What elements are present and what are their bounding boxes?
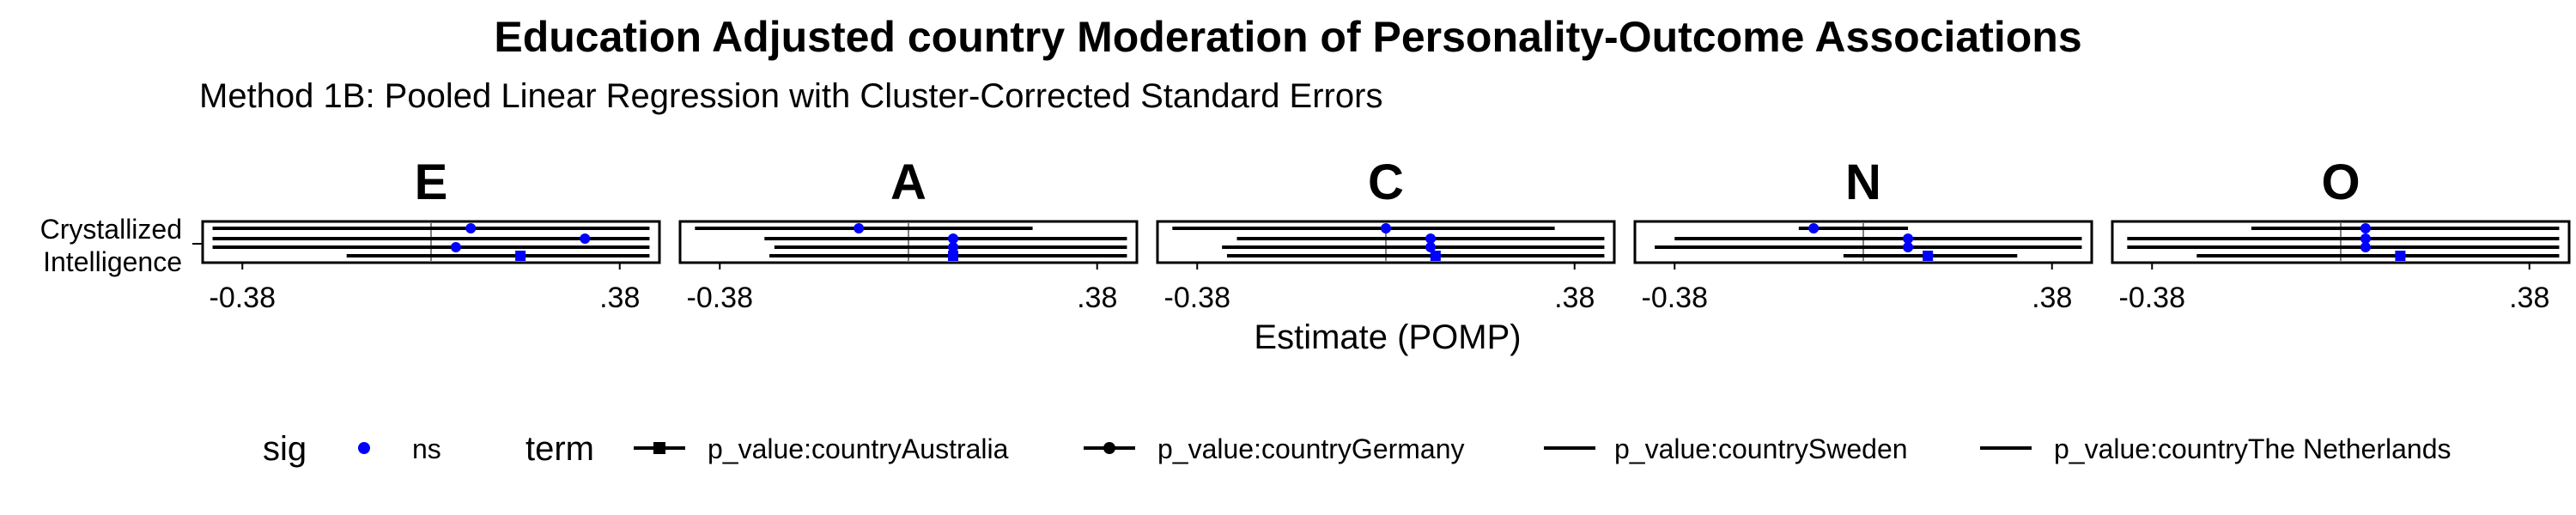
estimate-point [465,223,477,233]
legend-label-ns: ns [412,433,441,464]
estimate-point [2395,251,2406,261]
facet-label-O: O [2321,154,2360,210]
legend-label-term: p_value:countryGermany [1157,433,1465,464]
legend-label-term: p_value:countryAustralia [708,433,1009,464]
legend-label-term: p_value:countryThe Netherlands [2054,433,2451,464]
y-tick-label: Crystallized [40,214,182,245]
estimate-point [1923,251,1934,261]
estimate-point [1808,223,1820,233]
estimate-point [580,233,591,244]
estimate-point [1430,251,1441,261]
legend-key-ns [358,442,370,454]
facet-label-E: E [415,154,448,210]
x-tick-label: -0.38 [687,282,754,314]
estimate-point [1381,223,1391,233]
estimate-point [2360,242,2371,252]
x-tick-label: -0.38 [1642,282,1709,314]
estimate-point [1425,242,1437,252]
x-tick-label: .38 [2032,282,2072,314]
x-axis-label: Estimate (POMP) [1254,318,1521,356]
estimate-point [1903,242,1914,252]
y-tick-label: Intelligence [43,246,182,277]
estimate-point [948,251,959,261]
x-tick-label: .38 [2509,282,2549,314]
x-tick-label: .38 [599,282,640,314]
chart-title: Education Adjusted country Moderation of… [494,13,2082,61]
legend-label-term: p_value:countrySweden [1614,433,1908,464]
chart-subtitle: Method 1B: Pooled Linear Regression with… [199,77,1383,115]
estimate-point [2360,233,2371,244]
facet-label-N: N [1845,154,1881,210]
x-tick-label: -0.38 [2119,282,2186,314]
estimate-point [854,223,865,233]
estimate-point [1903,233,1914,244]
legend-title-term: term [526,430,594,468]
legend-key-circle [1103,442,1115,454]
estimate-point [948,233,959,244]
x-tick-label: -0.38 [1164,282,1231,314]
estimate-point [450,242,461,252]
x-tick-label: -0.38 [210,282,276,314]
legend-key-square [653,442,665,454]
estimate-point [1425,233,1437,244]
estimate-point [2360,223,2371,233]
x-tick-label: .38 [1077,282,1117,314]
estimate-point [515,251,526,261]
facet-label-C: C [1368,154,1404,210]
estimate-point [948,242,959,252]
x-tick-label: .38 [1554,282,1595,314]
facet-label-A: A [890,154,927,210]
legend-title-sig: sig [263,430,307,468]
